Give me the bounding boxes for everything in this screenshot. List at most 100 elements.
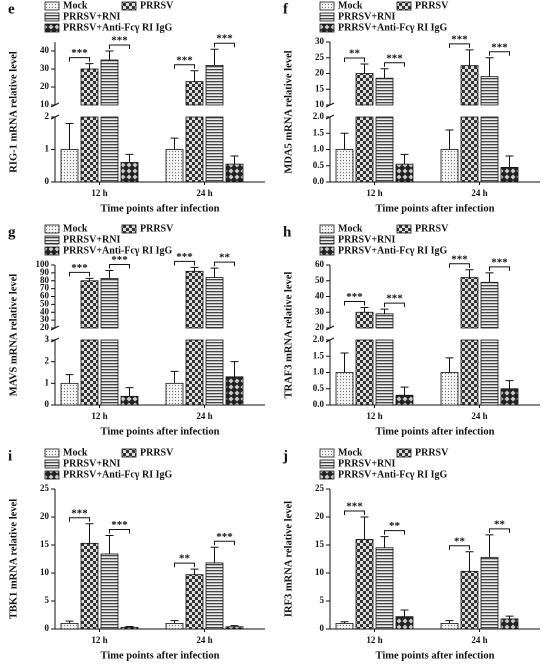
y-tick-label: 20 bbox=[40, 511, 50, 521]
error-bar bbox=[85, 63, 94, 69]
y-tick-label: 2.0 bbox=[313, 111, 325, 121]
y-tick-label: 25 bbox=[315, 52, 325, 62]
bar bbox=[500, 618, 519, 630]
error-bar bbox=[340, 132, 349, 150]
significance-label: ** bbox=[454, 535, 466, 547]
legend-swatch bbox=[44, 12, 60, 22]
y-tick-label: 50 bbox=[315, 275, 325, 285]
x-axis-title: Time points after infection bbox=[376, 650, 495, 661]
error-bar bbox=[65, 374, 74, 384]
y-tick-label: 30 bbox=[40, 314, 50, 324]
error-bar bbox=[125, 153, 134, 163]
significance-bracket bbox=[109, 44, 130, 49]
bar bbox=[165, 149, 184, 183]
significance-label: *** bbox=[491, 41, 508, 53]
bar bbox=[80, 280, 99, 329]
bar bbox=[460, 277, 479, 329]
significance-bracket bbox=[344, 57, 365, 63]
bar bbox=[355, 116, 374, 183]
bar bbox=[335, 372, 354, 406]
bar bbox=[480, 339, 499, 406]
y-axis-title: RIG-1 mRNA relative level bbox=[8, 51, 19, 172]
legend-label: Mock bbox=[63, 447, 88, 458]
x-tick-label: 24 h bbox=[196, 188, 212, 198]
error-bar bbox=[85, 523, 94, 544]
error-bar bbox=[445, 357, 454, 373]
legend-label: Mock bbox=[338, 0, 363, 11]
legend-swatch bbox=[319, 459, 335, 469]
error-bar bbox=[230, 625, 239, 627]
y-tick-label: 60 bbox=[40, 291, 50, 301]
x-tick-label: 12 h bbox=[91, 635, 107, 645]
error-bar bbox=[170, 370, 179, 384]
legend-label: Mock bbox=[338, 447, 363, 458]
bar bbox=[225, 163, 244, 183]
y-tick-label: 100 bbox=[36, 259, 50, 269]
x-tick-label: 12 h bbox=[91, 411, 107, 421]
error-bar bbox=[465, 49, 474, 66]
legend-label: PRRSV+Anti-Fcγ RI IgG bbox=[63, 245, 172, 256]
error-bar bbox=[210, 267, 219, 278]
error-bar bbox=[190, 568, 199, 575]
y-tick-label: 20 bbox=[315, 511, 325, 521]
error-bar bbox=[485, 534, 494, 558]
error-bar bbox=[400, 386, 409, 396]
legend-swatch bbox=[44, 470, 60, 480]
y-tick-label: 5 bbox=[45, 595, 50, 605]
error-bar bbox=[210, 546, 219, 563]
significance-label: *** bbox=[346, 501, 363, 513]
legend-label: PRRSV+RNI bbox=[63, 458, 120, 469]
significance-bracket bbox=[174, 64, 195, 69]
bar bbox=[120, 626, 139, 630]
bar bbox=[460, 65, 479, 106]
y-tick-label: 20 bbox=[315, 68, 325, 78]
legend-swatch bbox=[319, 246, 335, 256]
legend-swatch bbox=[319, 470, 335, 480]
significance-label: *** bbox=[216, 33, 233, 45]
y-axis-title: MAVS mRNA relative level bbox=[8, 274, 19, 396]
y-tick-label: 0 bbox=[45, 399, 50, 409]
bar bbox=[80, 542, 99, 630]
y-axis-title: TBK1 mRNA relative level bbox=[8, 499, 19, 619]
bar bbox=[185, 116, 204, 183]
y-tick-label: 1.0 bbox=[313, 367, 325, 377]
legend-label: PRRSV+RNI bbox=[338, 458, 395, 469]
error-bar bbox=[230, 361, 239, 377]
bar bbox=[375, 116, 394, 183]
significance-bracket bbox=[489, 266, 510, 271]
legend-label: PRRSV+Anti-Fcγ RI IgG bbox=[338, 245, 447, 256]
bar bbox=[500, 166, 519, 183]
significance-bracket bbox=[109, 264, 130, 269]
axis-break bbox=[50, 102, 60, 108]
x-tick-label: 12 h bbox=[91, 188, 107, 198]
legend-label: PRRSV+Anti-Fcγ RI IgG bbox=[63, 22, 172, 33]
significance-bracket bbox=[69, 57, 90, 62]
bar bbox=[375, 547, 394, 630]
significance-label: *** bbox=[71, 262, 88, 274]
significance-bracket bbox=[384, 62, 405, 67]
x-tick-label: 12 h bbox=[366, 188, 382, 198]
error-bar bbox=[340, 352, 349, 373]
y-tick-label: 0 bbox=[320, 623, 325, 633]
bar bbox=[60, 623, 79, 630]
bar bbox=[355, 539, 374, 630]
panel-label: g bbox=[8, 224, 16, 240]
bar bbox=[440, 149, 459, 183]
significance-label: *** bbox=[71, 507, 88, 519]
significance-label: ** bbox=[494, 518, 506, 530]
legend-label: PRRSV bbox=[415, 447, 449, 458]
significance-label: *** bbox=[176, 251, 193, 263]
significance-label: *** bbox=[451, 253, 468, 265]
y-axis-title: MDA5 mRNA relative level bbox=[283, 50, 294, 173]
x-tick-label: 24 h bbox=[471, 635, 487, 645]
bar bbox=[395, 163, 414, 183]
bar bbox=[355, 339, 374, 406]
y-tick-label: 5 bbox=[320, 595, 325, 605]
significance-bracket bbox=[69, 271, 90, 277]
error-bar bbox=[505, 380, 514, 389]
legend-swatch bbox=[319, 12, 335, 22]
axis-break bbox=[50, 325, 60, 331]
bar bbox=[100, 59, 119, 106]
error-bar bbox=[170, 137, 179, 150]
y-tick-label: 3 bbox=[45, 334, 50, 344]
